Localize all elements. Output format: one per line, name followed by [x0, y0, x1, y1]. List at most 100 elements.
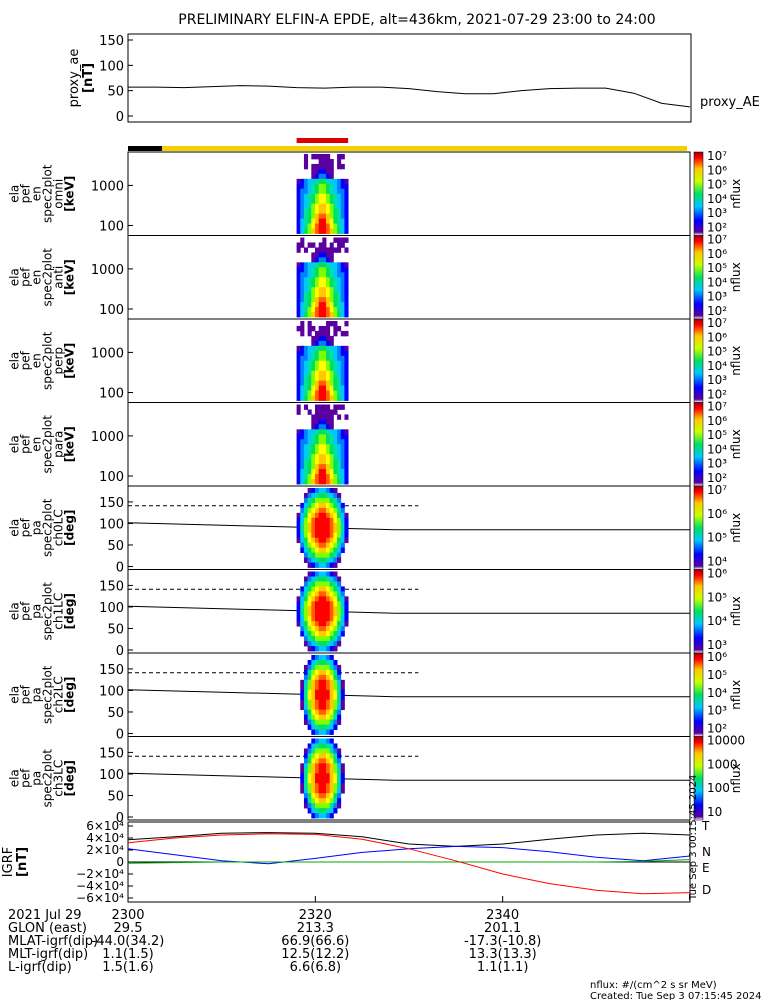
spectrogram-panels: elapefenspec2plotomni[keV] 1000100elapefe… — [8, 152, 691, 826]
colorbar-tick-label: 10⁵ — [707, 345, 727, 359]
pitch-angle-spectrogram-3: elapefpaspec2plotch3LC[deg] 150 100 50 0 — [8, 737, 691, 827]
x-axis-row-value: 6.6(6.8) — [290, 960, 342, 975]
ytick-label: 100 — [99, 768, 124, 783]
colorbar-title: nflux — [729, 346, 743, 376]
panel-label-line: [deg] — [63, 510, 77, 546]
colorbar-tick-label: 10⁴ — [707, 359, 727, 373]
ytick-label: 100 — [99, 303, 124, 318]
x-axis-row-value: 1.1(1.1) — [477, 960, 529, 975]
colorbar-title: nflux — [729, 513, 743, 543]
ytick-label: 150 — [99, 663, 124, 678]
colorbar-tick-label: 10⁶ — [707, 414, 727, 428]
proxy-ytick-label: 0 — [116, 110, 124, 125]
colorbar-tick-label: 10⁷ — [707, 316, 727, 330]
ytick-label: 100 — [99, 470, 124, 485]
colorbar-tick-label: 100 — [707, 781, 730, 795]
colorbar-tick-label: 10⁶ — [707, 650, 727, 664]
proxy-ae-ylabel-1: proxy_ae — [67, 49, 82, 108]
energy-spectrogram-1: elapefenspec2plotanti[keV] 1000100 — [8, 236, 691, 320]
ytick-label: 150 — [99, 496, 124, 511]
pitch-angle-spectrogram-0: elapefpaspec2plotch0LC[deg] 150 100 50 0 — [8, 486, 691, 576]
colorbar-tick-label: 10³ — [707, 290, 727, 304]
colorbar-tick-label: 10⁷ — [707, 400, 727, 414]
panel-label-line: [deg] — [63, 677, 77, 713]
status-bar-bright — [162, 146, 687, 151]
ytick-label: 1000 — [91, 346, 124, 361]
colorbar-5: 10⁶ 10⁵ 10⁴ 10³nflux — [694, 567, 743, 654]
created-note: Created: Tue Sep 3 07:15:45 2024 — [590, 991, 762, 1000]
ytick-label: 150 — [99, 746, 124, 761]
igrf-ytick-label: −6×10⁴ — [76, 891, 124, 905]
ytick-label: 50 — [107, 539, 124, 554]
pitch-angle-spectrogram-2: elapefpaspec2plotch2LC[deg]150100500 — [8, 653, 691, 743]
colorbar-tick-label: 10⁵ — [707, 531, 727, 545]
plot-title: PRELIMINARY ELFIN-A EPDE, alt=436km, 202… — [178, 12, 655, 28]
energy-spectrogram-0: elapefenspec2plotomni[keV] 1000 100 — [8, 152, 691, 236]
igrf-legend-d: D — [702, 883, 711, 897]
proxy-ytick-label: 50 — [107, 85, 124, 100]
panel-label-line: [keV] — [63, 176, 77, 212]
igrf-t-line — [128, 833, 690, 847]
panel-label-line: [keV] — [63, 259, 77, 295]
ytick-label: 0 — [116, 561, 124, 576]
proxy-ytick-label: 100 — [99, 59, 124, 74]
colorbar-tick-label: 10⁶ — [707, 163, 727, 177]
colorbar-tick-label: 10000 — [707, 734, 745, 748]
science-zone-bar — [297, 138, 349, 143]
panel-label-line: [deg] — [63, 593, 77, 629]
colorbar-tick-label: 10⁷ — [707, 233, 727, 247]
ytick-label: 0 — [116, 644, 124, 659]
colorbars: 10⁷10⁶10⁵10⁴10³10²nflux10⁷10⁶10⁵10⁴10³10… — [694, 149, 745, 820]
ytick-label: 50 — [107, 789, 124, 804]
colorbar-tick-label: 10⁵ — [707, 178, 727, 192]
proxy-ae-series-label: proxy_AE — [700, 95, 760, 110]
colorbar-title: nflux — [729, 179, 743, 209]
igrf-d-line — [128, 834, 690, 894]
igrf-ylabel-2: [nT] — [15, 847, 30, 877]
colorbar-tick-label: 10⁵ — [707, 428, 727, 442]
colorbar-tick-label: 10⁴ — [707, 192, 727, 206]
ytick-label: 0 — [116, 728, 124, 743]
ytick-label: 100 — [99, 219, 124, 234]
colorbar-tick-label: 10⁶ — [707, 507, 727, 521]
colorbar-tick-label: 10⁶ — [707, 330, 727, 344]
colorbar-tick-label: 10⁴ — [707, 442, 727, 456]
ytick-label: 1000 — [91, 179, 124, 194]
colorbar-title: nflux — [729, 680, 743, 710]
igrf-legend-n: N — [702, 845, 711, 859]
ytick-label: 100 — [99, 684, 124, 699]
ytick-label: 150 — [99, 579, 124, 594]
colorbar-title: nflux — [729, 429, 743, 459]
proxy-ae-ylabel-2: [nT] — [81, 63, 96, 93]
colorbar-2: 10⁷10⁶10⁵10⁴10³10²nflux — [694, 316, 743, 403]
units-note: nflux: #/(cm^2 s sr MeV) — [590, 980, 717, 991]
colorbar-title: nflux — [729, 763, 743, 793]
pitch-angle-spectrogram-1: elapefpaspec2plotch1LC[deg]150100500 — [8, 570, 691, 660]
colorbar-6: 10⁶ 10⁵ 10⁴ 10³ 10²nflux — [694, 650, 743, 737]
colorbar-4: 10⁷10⁶10⁵10⁴nflux — [694, 483, 743, 570]
ytick-label: 1000 — [91, 430, 124, 445]
x-axis-row-label: L-igrf(dip) — [8, 960, 72, 975]
colorbar-1: 10⁷10⁶10⁵10⁴10³10²nflux — [694, 233, 743, 320]
igrf-ylabel-1: IGRF — [1, 847, 16, 877]
igrf-legend-e: E — [702, 861, 710, 875]
colorbar-tick-label: 10⁵ — [707, 590, 727, 604]
proxy-ae-panel: 150 100 50 0 proxy_AE proxy_ae [nT] — [67, 34, 760, 125]
proxy-ytick-label: 150 — [99, 34, 124, 49]
igrf-n-line — [128, 860, 690, 864]
colorbar-3: 10⁷10⁶10⁵10⁴10³10²nflux — [694, 400, 743, 487]
proxy-ae-line — [128, 86, 690, 107]
colorbar-tick-label: 10⁷ — [707, 149, 727, 163]
colorbar-tick-label: 10³ — [707, 206, 727, 220]
colorbar-tick-label: 10⁵ — [707, 668, 727, 682]
side-stamp: Tue Sep 3 00:15:45 2024 — [688, 775, 699, 901]
colorbar-tick-label: 10³ — [707, 457, 727, 471]
colorbar-title: nflux — [729, 262, 743, 292]
colorbar-tick-label: 10⁴ — [707, 275, 727, 289]
panel-label-line: [deg] — [63, 760, 77, 796]
colorbar-tick-label: 10⁶ — [707, 567, 727, 581]
panel-label-line: [keV] — [63, 426, 77, 462]
colorbar-tick-label: 10⁶ — [707, 247, 727, 261]
colorbar-0: 10⁷10⁶10⁵10⁴10³10²nflux — [694, 149, 743, 236]
colorbar-title: nflux — [729, 596, 743, 626]
